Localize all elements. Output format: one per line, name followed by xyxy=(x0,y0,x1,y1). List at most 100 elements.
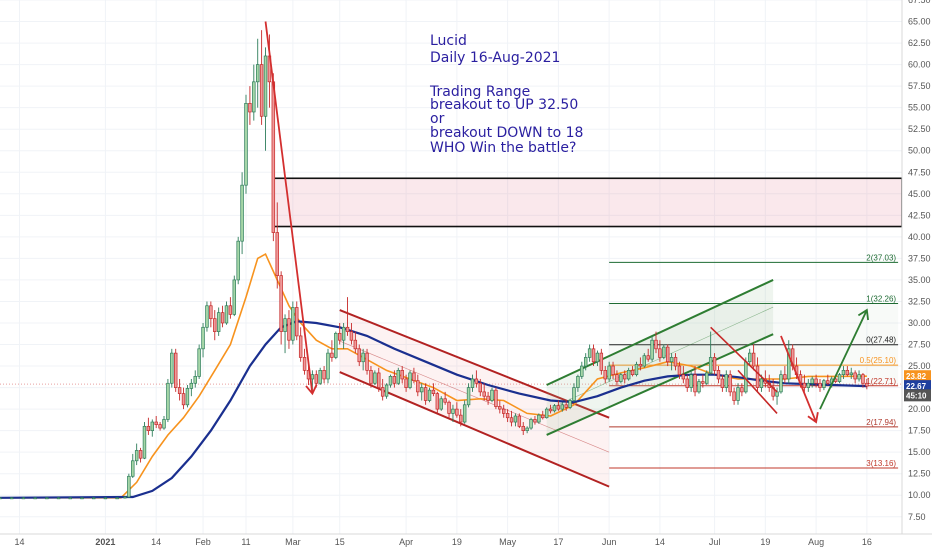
candle-body xyxy=(310,374,315,380)
candle-body xyxy=(861,374,865,384)
candle-body xyxy=(224,305,229,324)
candle-body xyxy=(462,404,467,423)
x-tick-label: Aug xyxy=(808,537,824,547)
candle-body xyxy=(665,346,670,363)
candle-body xyxy=(505,413,510,419)
red-arrow-head xyxy=(807,412,819,424)
candle-body xyxy=(248,103,252,113)
candle-body xyxy=(252,81,256,113)
up-channel-upper xyxy=(546,279,774,386)
candle-body xyxy=(334,332,338,358)
candle-body xyxy=(326,352,330,380)
candle-body xyxy=(341,326,346,341)
candle-body xyxy=(123,496,127,499)
candle-body xyxy=(697,381,701,393)
candle-body xyxy=(205,305,209,328)
annotation-line: or xyxy=(430,111,445,127)
x-tick-label: 19 xyxy=(452,537,462,547)
y-tick-label: 15.00 xyxy=(908,447,931,457)
candle-body xyxy=(220,312,225,324)
candle-body xyxy=(56,497,61,500)
candle-body xyxy=(131,460,135,477)
x-tick-label: 14 xyxy=(655,537,665,547)
down-channel-upper xyxy=(339,309,610,419)
candle-body xyxy=(724,374,729,388)
candle-body xyxy=(373,372,377,384)
candle-body xyxy=(377,372,381,388)
candle-body xyxy=(263,55,268,117)
x-axis-panel xyxy=(0,534,932,550)
candle-body xyxy=(751,352,756,367)
candle-body xyxy=(419,387,424,393)
candle-body xyxy=(197,348,201,377)
y-tick-label: 17.50 xyxy=(908,426,931,436)
candle-body xyxy=(318,370,322,384)
candle-body xyxy=(544,408,549,419)
candle-body xyxy=(857,374,861,380)
candle-body xyxy=(271,81,276,233)
y-tick-label: 40.00 xyxy=(908,232,931,242)
candle-body xyxy=(146,425,151,431)
candle-body xyxy=(349,331,354,341)
y-tick-label: 57.50 xyxy=(908,81,931,91)
candle-body xyxy=(755,365,760,388)
candle-body xyxy=(728,374,732,393)
candle-body xyxy=(603,370,607,380)
y-tick-label: 37.50 xyxy=(908,253,931,263)
candle-body xyxy=(673,357,678,367)
candle-body xyxy=(361,352,365,363)
resistance-zone xyxy=(272,177,903,228)
candle-body xyxy=(142,425,147,459)
candle-body xyxy=(435,393,440,410)
candle-body xyxy=(818,382,822,388)
candle-body xyxy=(556,405,561,410)
candle-body xyxy=(693,374,697,393)
candle-body xyxy=(369,370,373,384)
annotation-line: breakout to UP 32.50 xyxy=(430,97,578,113)
candle-body xyxy=(353,339,358,350)
x-tick-label: 19 xyxy=(760,537,770,547)
down-channel-lower xyxy=(339,371,610,488)
candle-body xyxy=(568,400,572,408)
x-tick-label: 14 xyxy=(15,537,25,547)
annotation-line: WHO Win the battle? xyxy=(430,140,576,156)
x-tick-label: May xyxy=(499,537,517,547)
candle-body xyxy=(638,363,643,367)
candle-body xyxy=(708,357,713,374)
candle-body xyxy=(185,388,190,406)
candle-body xyxy=(232,279,237,315)
candle-body xyxy=(837,374,842,382)
candle-body xyxy=(291,307,295,341)
candle-body xyxy=(513,415,518,423)
candle-body xyxy=(302,357,307,371)
x-tick-label: 2021 xyxy=(95,537,115,547)
candle-body xyxy=(447,401,451,414)
candle-body xyxy=(705,372,709,384)
fib-level-label: 1(32.26) xyxy=(866,295,896,304)
candle-body xyxy=(400,370,404,380)
candle-body xyxy=(275,232,279,276)
candle-body xyxy=(427,389,432,401)
candle-body xyxy=(720,378,725,388)
candle-body xyxy=(357,348,361,363)
y-tick-label: 50.00 xyxy=(908,146,931,156)
candle-body xyxy=(689,374,693,388)
candle-body xyxy=(392,376,397,384)
red-arrow xyxy=(780,335,817,423)
candle-body xyxy=(138,450,143,459)
candle-body xyxy=(466,387,471,406)
candle-body xyxy=(177,387,182,394)
candle-body xyxy=(783,374,787,380)
candle-body xyxy=(533,419,537,423)
y-tick-label: 55.00 xyxy=(908,103,931,113)
candle-body xyxy=(439,398,443,410)
x-tick-label: Apr xyxy=(399,537,413,547)
candle-body xyxy=(548,408,553,412)
candle-body xyxy=(740,387,744,393)
candle-body xyxy=(658,348,662,358)
candle-body xyxy=(712,357,717,371)
candle-body xyxy=(240,184,244,242)
candle-body xyxy=(459,414,463,423)
